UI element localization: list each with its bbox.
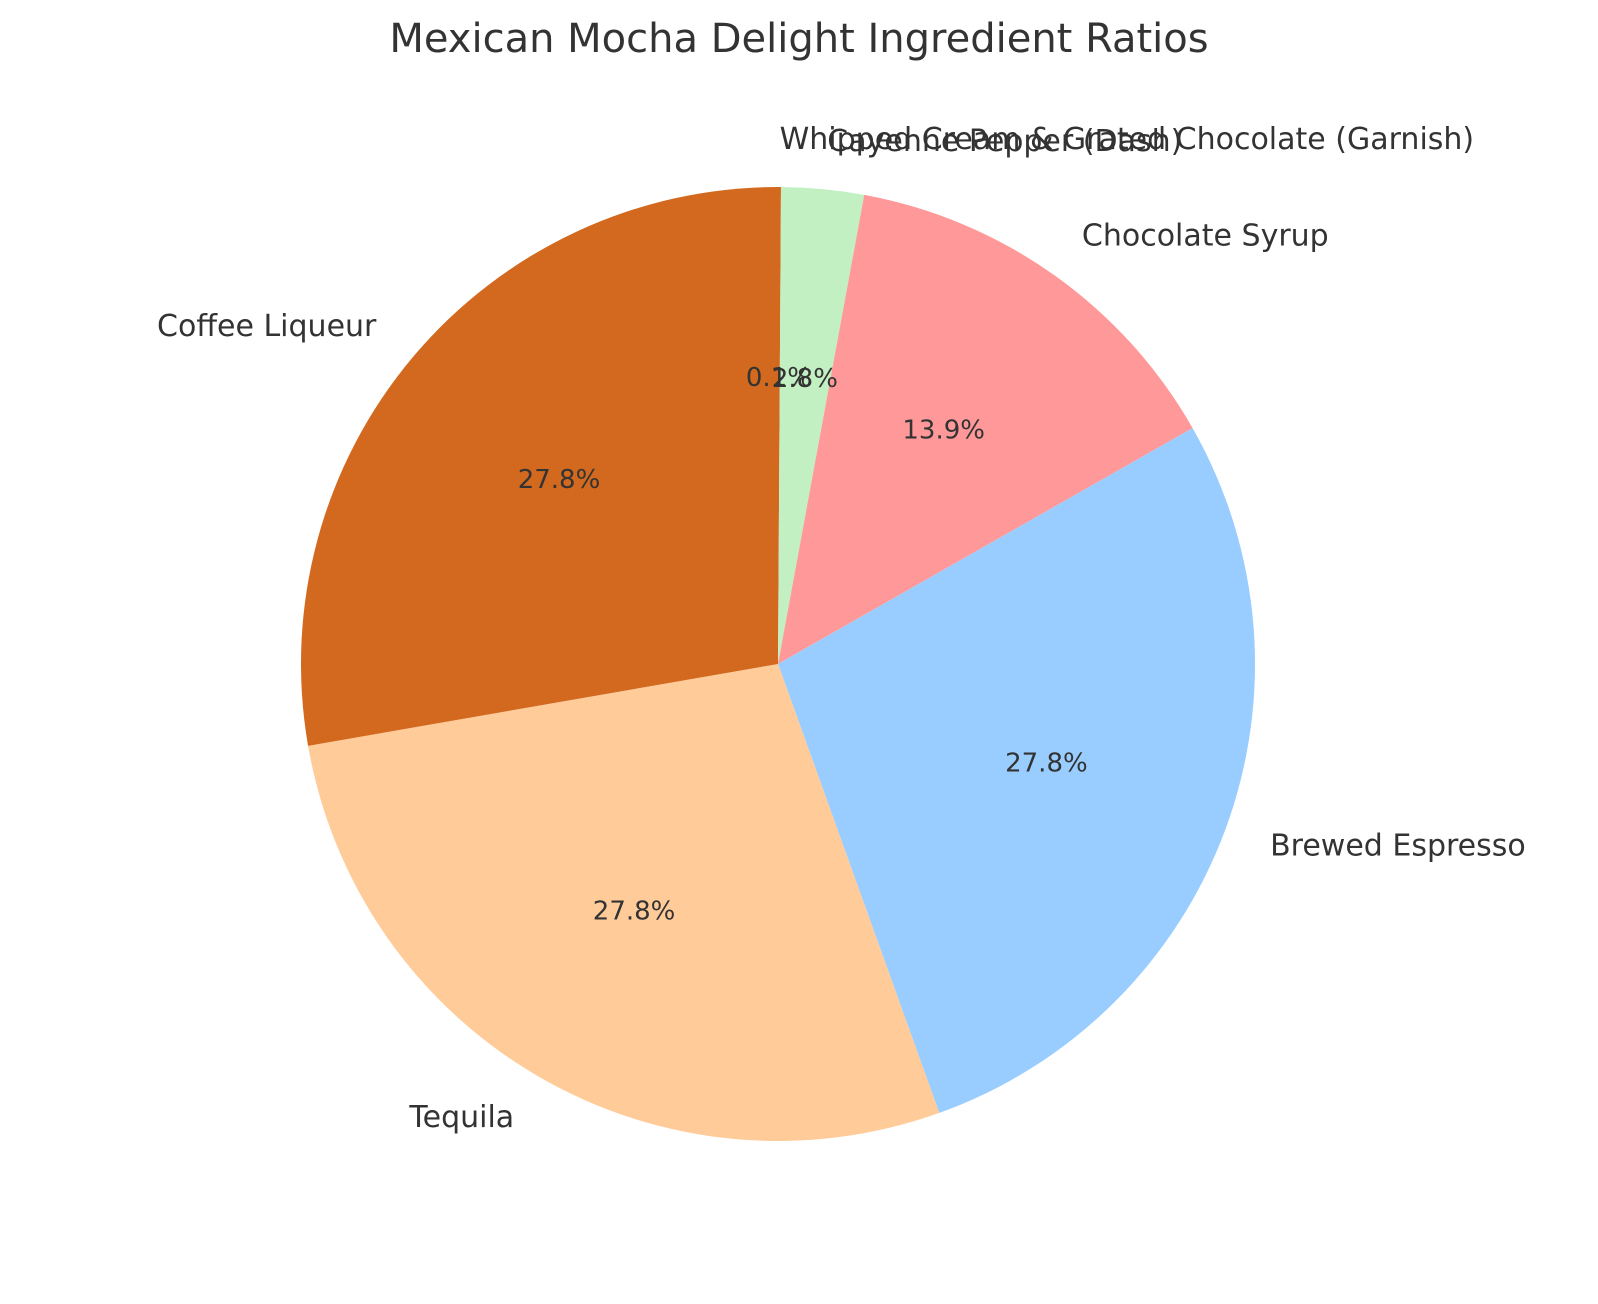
slice-label-tequila: Tequila — [408, 1100, 514, 1135]
pie-slice-chocolate-syrup — [778, 194, 1193, 664]
pie-labels: Whipped Cream & Grated Chocolate (Garnis… — [157, 122, 1526, 1135]
pie-slice-coffee-liqueur — [300, 187, 778, 746]
slice-label-cayenne-pepper-dash: Cayenne Pepper (Dash) — [827, 124, 1182, 159]
chart-title: Mexican Mocha Delight Ingredient Ratios — [389, 16, 1208, 62]
slice-percent-chocolate-syrup: 13.9% — [902, 416, 985, 446]
slice-percent-cayenne-pepper-dash: 2.8% — [772, 364, 838, 394]
slice-percent-tequila: 27.8% — [593, 896, 676, 926]
pie-slice-tequila — [308, 664, 940, 1142]
pie-slice-brewed-espresso — [778, 428, 1255, 1113]
slice-label-coffee-liqueur: Coffee Liqueur — [157, 309, 377, 344]
slice-percent-coffee-liqueur: 27.8% — [518, 465, 601, 495]
slice-percent-whipped-cream-grated-chocolate-garnish: 0.1% — [746, 363, 812, 393]
slice-percent-brewed-espresso: 27.8% — [1005, 748, 1088, 778]
slice-label-brewed-espresso: Brewed Espresso — [1270, 829, 1526, 864]
slice-label-chocolate-syrup: Chocolate Syrup — [1082, 219, 1329, 254]
pie-slice-whipped-cream-grated-chocolate-garnish — [778, 187, 781, 664]
pie-slices — [300, 187, 1255, 1142]
pie-slice-cayenne-pepper-dash — [778, 187, 865, 664]
slice-label-whipped-cream-grated-chocolate-garnish: Whipped Cream & Grated Chocolate (Garnis… — [780, 122, 1475, 157]
